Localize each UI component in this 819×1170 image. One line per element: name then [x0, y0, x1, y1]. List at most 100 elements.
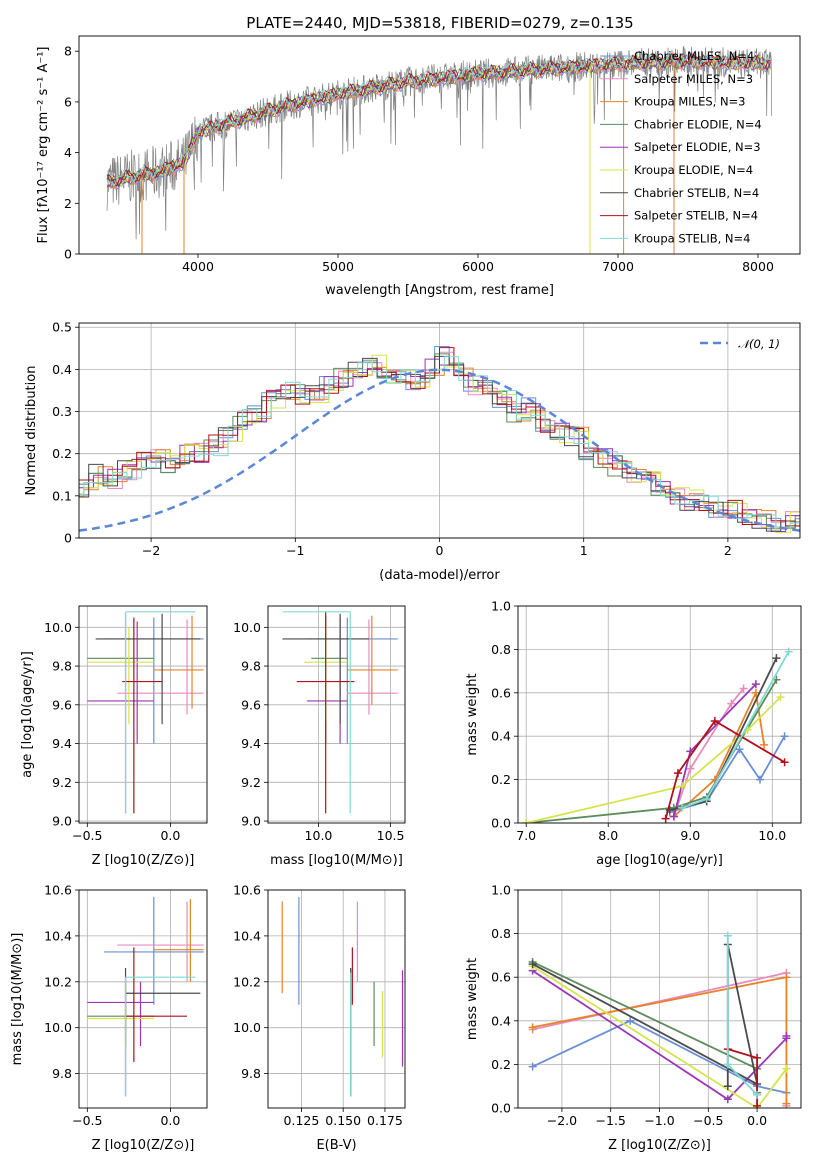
- legend-label-4: Salpeter ELODIE, N=3: [634, 140, 761, 154]
- y-tick-label: 9.0: [241, 814, 261, 829]
- y-axis-label: mass weight: [465, 958, 480, 1040]
- y-axis-label: Flux [fλ10⁻¹⁷ erg cm⁻² s⁻¹ A⁻¹]: [36, 47, 51, 244]
- model-spectrum-4: [106, 54, 772, 188]
- legend-label-8: Kroupa STELIB, N=4: [634, 231, 751, 245]
- x-axis-label: mass [log10(M/M⊙)]: [270, 853, 403, 868]
- weight-marker: [739, 684, 748, 693]
- weight-line-1: [673, 687, 745, 817]
- x-tick-label: 0.125: [284, 1113, 320, 1128]
- x-axis-label: Z [log10(Z/Z⊙)]: [92, 853, 195, 868]
- weight-marker: [678, 782, 687, 791]
- x-tick-label: 1: [580, 543, 588, 558]
- y-tick-label: 10.4: [233, 928, 261, 943]
- axes-frame: [78, 322, 801, 539]
- x-tick-label: 4000: [182, 259, 214, 274]
- legend-label-6: Chabrier STELIB, N=4: [634, 186, 759, 200]
- y-tick-label: 10.0: [44, 1020, 72, 1035]
- y-tick-label: 9.2: [52, 775, 72, 790]
- plot-area: [87, 896, 204, 1097]
- x-tick-label: −1.0: [644, 1113, 674, 1128]
- x-axis-label: Z [log10(Z/Z⊙)]: [608, 1138, 711, 1153]
- y-tick-label: 9.8: [241, 1066, 261, 1081]
- y-tick-label: 10.4: [44, 928, 72, 943]
- weight-line-5: [532, 965, 788, 1108]
- x-tick-label: 2: [724, 543, 732, 558]
- weight-marker: [727, 699, 736, 708]
- x-tick-label: 0.150: [325, 1113, 361, 1128]
- x-tick-label: 6000: [462, 259, 494, 274]
- y-tick-label: 10.6: [44, 883, 72, 898]
- y-tick-label: 0.6: [491, 970, 511, 985]
- legend-normal-label: 𝒩(0, 1): [738, 337, 780, 351]
- weight-marker: [753, 1101, 762, 1108]
- x-tick-label: 7000: [602, 259, 634, 274]
- weight-marker: [755, 775, 764, 784]
- histogram-2: [79, 364, 800, 528]
- plot-area: [79, 346, 800, 534]
- weight-marker: [776, 693, 785, 702]
- y-tick-label: 0.2: [52, 446, 72, 461]
- x-tick-label: −0.5: [72, 1113, 102, 1128]
- x-axis-label: wavelength [Angstrom, rest frame]: [325, 283, 554, 298]
- x-tick-label: −0.5: [693, 1113, 723, 1128]
- x-tick-label: −1: [286, 543, 304, 558]
- y-tick-label: 10.0: [44, 620, 72, 635]
- x-tick-label: 0.0: [747, 1113, 767, 1128]
- y-tick-label: 9.2: [241, 775, 261, 790]
- y-tick-label: 9.4: [52, 736, 72, 751]
- y-tick-label: 0.1: [52, 488, 72, 503]
- x-tick-label: −0.5: [72, 828, 102, 843]
- weight-marker: [710, 717, 719, 726]
- y-tick-label: 0.4: [491, 729, 511, 744]
- y-tick-label: 1.0: [491, 599, 511, 614]
- weight-line-4: [673, 683, 757, 817]
- weight-marker: [780, 758, 789, 767]
- histogram-7: [79, 347, 800, 527]
- y-axis-label: mass [log10(M/M⊙)]: [10, 933, 25, 1066]
- y-tick-label: 0.0: [491, 816, 511, 831]
- y-tick-label: 9.6: [241, 697, 261, 712]
- weight-marker: [669, 812, 678, 821]
- plot-area: [282, 611, 398, 814]
- weight-marker: [661, 814, 670, 823]
- weight-marker: [528, 960, 537, 969]
- x-axis-label: (data-model)/error: [379, 568, 500, 583]
- x-tick-label: 10.0: [758, 828, 786, 843]
- histogram-8: [79, 356, 800, 528]
- y-tick-label: 9.8: [241, 659, 261, 674]
- histogram-6: [79, 355, 800, 532]
- y-tick-label: 0.4: [491, 1013, 511, 1028]
- weight-line-6: [669, 657, 778, 811]
- weight-line-2: [673, 689, 765, 818]
- weight-marker: [782, 973, 791, 982]
- axes-frame: [267, 889, 406, 1109]
- y-tick-label: 6: [64, 94, 72, 109]
- x-axis-label: E(B-V): [316, 1138, 356, 1153]
- histogram-1: [79, 351, 800, 523]
- y-tick-label: 0.2: [491, 772, 511, 787]
- weight-marker: [702, 795, 711, 804]
- model-spectrum-7: [106, 52, 771, 187]
- histogram-0: [79, 346, 800, 529]
- x-tick-label: 0.0: [160, 828, 180, 843]
- legend-label-5: Kroupa ELODIE, N=4: [634, 163, 753, 177]
- axes-frame: [517, 605, 802, 824]
- weight-marker: [782, 1032, 791, 1041]
- y-axis-label: Normed distribution: [24, 366, 39, 496]
- y-tick-label: 9.0: [52, 814, 72, 829]
- y-tick-label: 9.4: [241, 736, 261, 751]
- legend-label-0: Chabrier MILES, N=4: [634, 49, 754, 63]
- weight-marker: [723, 1095, 732, 1104]
- y-tick-label: 10.0: [233, 1020, 261, 1035]
- weight-marker: [626, 1016, 635, 1025]
- x-axis-label: Z [log10(Z/Z⊙)]: [92, 1138, 195, 1153]
- x-tick-label: 8.0: [598, 828, 618, 843]
- y-tick-label: 10.0: [233, 620, 261, 635]
- y-tick-label: 0.3: [52, 404, 72, 419]
- weight-marker: [753, 1053, 762, 1062]
- x-tick-label: 0.175: [367, 1113, 403, 1128]
- axes-mass_vs_ebv: 0.125 0.150 0.175 9.8 10.0 10.2 10.4 10.6 E(B-V): [233, 883, 406, 1153]
- weight-marker: [686, 764, 695, 773]
- weight-marker: [735, 745, 744, 754]
- plot-area: [528, 931, 791, 1108]
